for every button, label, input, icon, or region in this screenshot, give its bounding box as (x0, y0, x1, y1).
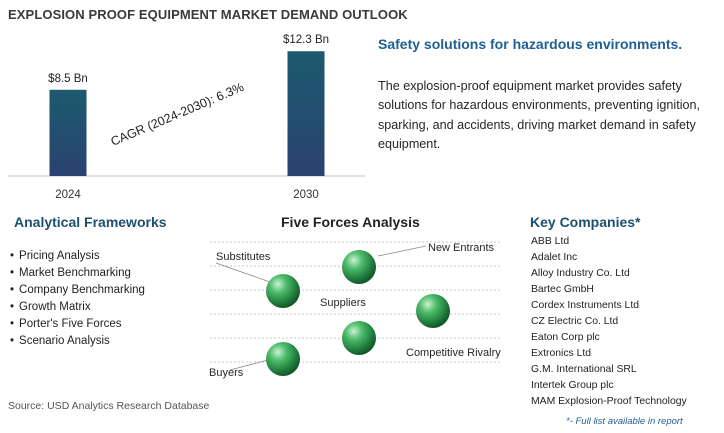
full-list-footnote: *- Full list available in report (566, 416, 683, 427)
substitutes-label: Substitutes (216, 251, 271, 263)
list-item: Pricing Analysis (10, 248, 145, 265)
list-item: MAM Explosion-Proof Technology (531, 396, 687, 408)
x-tick-label: 2030 (293, 189, 319, 201)
new-entrants-label: New Entrants (428, 242, 495, 254)
five-forces-heading: Five Forces Analysis (281, 214, 420, 230)
bar-2024 (49, 89, 87, 176)
market-size-bar-chart: $8.5 Bn 2024 $12.3 Bn 2030 CAGR (2024-2030)… (8, 34, 365, 201)
list-item: G.M. International SRL (531, 364, 637, 376)
bar-2030 (287, 51, 325, 176)
list-item: Scenario Analysis (10, 333, 145, 350)
list-item: Growth Matrix (10, 299, 145, 316)
page-title: EXPLOSION PROOF EQUIPMENT MARKET DEMAND … (8, 7, 408, 22)
key-companies-list: ABB Ltd Adalet Inc Alloy Industry Co. Lt… (531, 234, 687, 411)
connector-line (215, 262, 271, 283)
list-item: Cordex Instruments Ltd (531, 300, 639, 312)
market-description: The explosion-proof equipment market pro… (378, 79, 701, 152)
x-tick-label: 2024 (55, 189, 81, 201)
rivalry-sphere (416, 294, 450, 328)
headline: Safety solutions for hazardous environme… (378, 36, 683, 52)
list-item: ABB Ltd (531, 236, 570, 247)
frameworks-list: Pricing Analysis Market Benchmarking Com… (10, 248, 145, 351)
connector-line (377, 245, 427, 257)
buyers-sphere (266, 342, 300, 376)
list-item: CZ Electric Co. Ltd (531, 316, 619, 328)
five-forces-diagram: New Entrants Substitutes Suppliers Compe… (209, 241, 501, 379)
cagr-annotation: CAGR (2024-2030): 6.3% (109, 80, 246, 149)
list-item: Intertek Group plc (531, 380, 614, 392)
competitive-rivalry-label: Competitive Rivalry (406, 347, 501, 359)
value-label: $12.3 Bn (283, 34, 329, 46)
list-item: Bartec GmbH (531, 284, 594, 296)
buyers-label: Buyers (209, 367, 244, 379)
value-label: $8.5 Bn (48, 73, 88, 85)
list-item: Adalet Inc (531, 252, 578, 264)
frameworks-heading: Analytical Frameworks (14, 214, 167, 230)
list-item: Market Benchmarking (10, 265, 145, 282)
list-item: Eaton Corp plc (531, 332, 600, 344)
list-item: Porter's Five Forces (10, 316, 145, 333)
new-entrants-sphere (342, 250, 376, 284)
substitutes-sphere (266, 274, 300, 308)
list-item: Alloy Industry Co. Ltd (531, 268, 630, 280)
suppliers-label: Suppliers (320, 297, 366, 309)
list-item: Company Benchmarking (10, 282, 145, 299)
key-companies-heading: Key Companies* (530, 214, 641, 230)
list-item: Extronics Ltd (531, 348, 592, 360)
connector-line (229, 359, 269, 371)
suppliers-sphere (342, 321, 376, 355)
source-note: Source: USD Analytics Research Database (8, 400, 210, 412)
